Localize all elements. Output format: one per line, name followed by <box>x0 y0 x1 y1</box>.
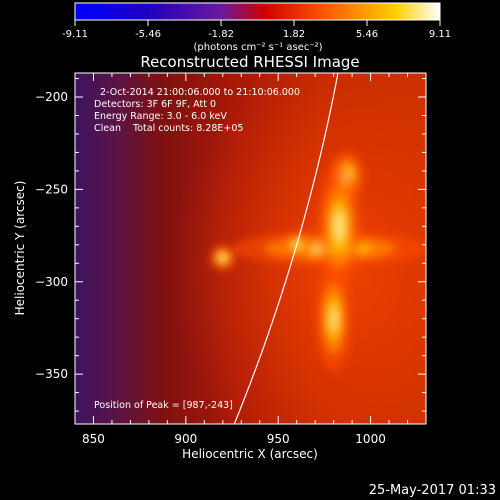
colorbar-tick-label: -9.11 <box>62 29 88 40</box>
solar-limb <box>233 73 339 424</box>
footer-date: 25-May-2017 01:33 <box>369 483 496 498</box>
x-tick-label: 1000 <box>355 432 386 446</box>
x-axis-ticks: 850 900 950 1000 <box>82 73 427 446</box>
x-tick-label: 850 <box>82 432 105 446</box>
colorbar-units: (photons cm⁻² s⁻¹ asec⁻²) <box>193 42 322 53</box>
y-tick-label: −250 <box>35 182 68 196</box>
emission-source <box>329 306 338 331</box>
y-tick-label: −350 <box>35 367 68 381</box>
annotation-detectors: Detectors: 3F 6F 9F, Att 0 <box>94 99 216 110</box>
emission-source <box>219 254 226 261</box>
colorbar <box>74 2 441 21</box>
x-tick-label: 950 <box>267 432 290 446</box>
emission-source <box>334 212 345 241</box>
x-tick-label: 900 <box>174 432 197 446</box>
heatmap-sources <box>209 149 426 372</box>
y-tick-label: −200 <box>35 90 68 104</box>
peak-position-label: Position of Peak = [987,-243] <box>94 400 233 411</box>
colorbar-tick-label: 9.11 <box>429 29 451 40</box>
annotation-energy: Energy Range: 3.0 - 6.0 keV <box>94 111 227 122</box>
plot-area <box>75 73 426 424</box>
colorbar-tick-label: 1.82 <box>283 29 305 40</box>
chart-title: Reconstructed RHESSI Image <box>140 53 359 71</box>
plot-frame <box>74 72 427 425</box>
x-axis-label: Heliocentric X (arcsec) <box>182 447 318 461</box>
y-tick-label: −300 <box>35 275 68 289</box>
colorbar-ticks: -9.11 -5.46 -1.82 1.82 5.46 9.11 <box>62 20 451 40</box>
annotation-clean: Clean Total counts: 8.28E+05 <box>94 123 243 134</box>
colorbar-tick-label: -5.46 <box>135 29 161 40</box>
annotation-time: 2-Oct-2014 21:00:06.000 to 21:10:06.000 <box>100 87 300 98</box>
y-axis-ticks: −200 −250 −300 −350 <box>35 78 426 412</box>
colorbar-tick-label: -1.82 <box>208 29 234 40</box>
y-axis-label: Heliocentric Y (arcsec) <box>13 181 27 316</box>
colorbar-tick-label: 5.46 <box>356 29 378 40</box>
